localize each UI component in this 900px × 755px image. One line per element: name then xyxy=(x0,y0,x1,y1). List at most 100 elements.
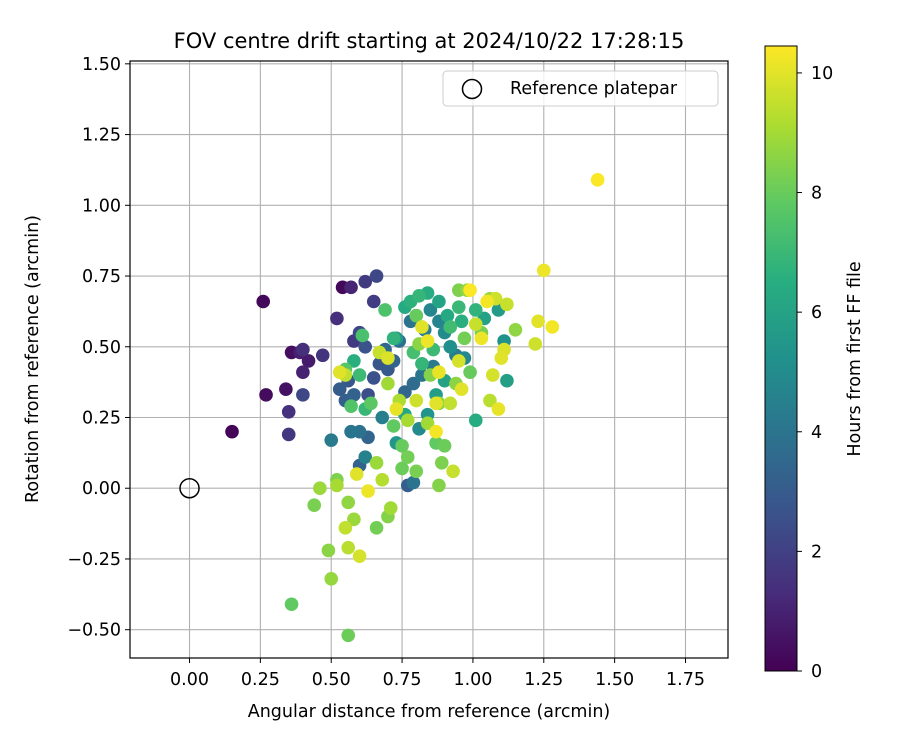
data-point xyxy=(536,263,551,278)
data-point xyxy=(432,365,446,380)
data-point xyxy=(383,501,398,515)
legend-reference-marker-icon xyxy=(461,78,483,100)
data-point xyxy=(381,376,395,391)
data-point xyxy=(429,424,443,439)
data-point xyxy=(400,413,415,428)
data-point xyxy=(437,438,452,453)
x-tick-label: 0.75 xyxy=(383,670,422,690)
x-tick-label: 1.25 xyxy=(524,670,563,690)
colorbar-ticks: 0 2 4 6 8 10 xyxy=(797,64,833,682)
data-point xyxy=(440,308,455,323)
data-point xyxy=(341,628,356,643)
y-tick-label: 0.75 xyxy=(82,267,121,287)
colorbar-tick-label: 8 xyxy=(811,184,822,204)
data-point xyxy=(590,173,605,187)
y-axis-title: Rotation from reference (arcmin) xyxy=(23,215,43,503)
data-point xyxy=(281,427,296,442)
data-point xyxy=(531,314,545,329)
data-point xyxy=(395,438,409,453)
data-point xyxy=(296,342,310,357)
data-point xyxy=(369,455,384,470)
data-point xyxy=(409,308,424,323)
data-point xyxy=(432,478,446,493)
data-point xyxy=(409,393,424,408)
data-point xyxy=(500,373,514,388)
colorbar: 0 2 4 6 8 10 Hours from first FF file xyxy=(764,45,865,682)
data-point xyxy=(463,365,477,380)
data-point xyxy=(446,464,460,479)
colorbar-tick-label: 4 xyxy=(811,423,822,443)
data-point xyxy=(301,354,316,368)
colorbar-title: Hours from first FF file xyxy=(845,261,865,456)
data-point xyxy=(324,571,339,586)
data-point xyxy=(347,354,361,368)
data-point xyxy=(429,396,443,411)
data-point xyxy=(400,450,415,464)
grid xyxy=(130,61,728,658)
data-point xyxy=(332,382,347,397)
y-tick-label: 0.25 xyxy=(82,409,121,429)
data-point xyxy=(480,294,494,309)
data-point xyxy=(485,368,500,382)
data-points xyxy=(225,173,605,643)
data-point xyxy=(451,354,466,368)
data-point xyxy=(344,280,358,295)
data-point xyxy=(420,416,435,430)
data-point xyxy=(352,368,367,382)
x-tick-label: 1.50 xyxy=(595,670,634,690)
data-point xyxy=(423,303,438,317)
y-tick-label: −0.25 xyxy=(67,550,121,570)
data-point xyxy=(330,478,344,493)
data-point xyxy=(364,396,378,411)
x-tick-label: 0.50 xyxy=(312,670,351,690)
data-point xyxy=(225,424,239,439)
data-point xyxy=(332,365,347,380)
data-point xyxy=(406,376,421,391)
y-tick-label: 0.50 xyxy=(82,338,121,358)
data-point xyxy=(358,450,373,464)
data-point xyxy=(406,475,421,490)
y-tick-label: 1.50 xyxy=(82,55,121,75)
legend-box xyxy=(442,70,719,107)
data-point xyxy=(347,388,361,402)
data-point xyxy=(386,419,401,433)
data-point xyxy=(324,433,339,447)
data-point xyxy=(483,393,497,408)
colorbar-gradient xyxy=(764,45,798,672)
data-point xyxy=(443,320,458,334)
data-point xyxy=(454,382,469,397)
data-point xyxy=(347,512,361,527)
colorbar-tick-label: 6 xyxy=(811,303,822,323)
data-point xyxy=(443,396,458,411)
data-point xyxy=(528,337,543,351)
data-point xyxy=(463,283,477,297)
colorbar-tick-label: 0 xyxy=(811,662,822,682)
data-point xyxy=(500,297,514,312)
data-point xyxy=(344,424,358,439)
x-axis-title: Angular distance from reference (arcmin) xyxy=(248,702,611,722)
x-tick-label: 1.00 xyxy=(453,670,492,690)
data-point xyxy=(307,498,322,513)
data-point xyxy=(349,467,364,481)
data-point xyxy=(415,320,429,334)
y-tick-label: 1.25 xyxy=(82,126,121,146)
data-point xyxy=(375,472,390,487)
colorbar-tick-label: 10 xyxy=(811,64,833,84)
data-point xyxy=(369,521,384,535)
reference-point-marker xyxy=(179,477,200,499)
data-point xyxy=(344,399,358,413)
chart-title: FOV centre drift starting at 2024/10/22 … xyxy=(174,29,685,53)
data-point xyxy=(279,382,293,397)
legend-label: Reference platepar xyxy=(510,79,678,99)
data-point xyxy=(381,351,395,365)
data-point xyxy=(409,464,424,479)
plot-frame xyxy=(129,60,729,659)
data-point xyxy=(284,597,299,612)
data-point xyxy=(352,549,367,563)
data-point xyxy=(256,294,271,309)
data-point xyxy=(420,334,435,348)
data-point xyxy=(259,388,273,402)
y-tick-label: 1.00 xyxy=(82,196,121,216)
data-point xyxy=(358,339,373,354)
